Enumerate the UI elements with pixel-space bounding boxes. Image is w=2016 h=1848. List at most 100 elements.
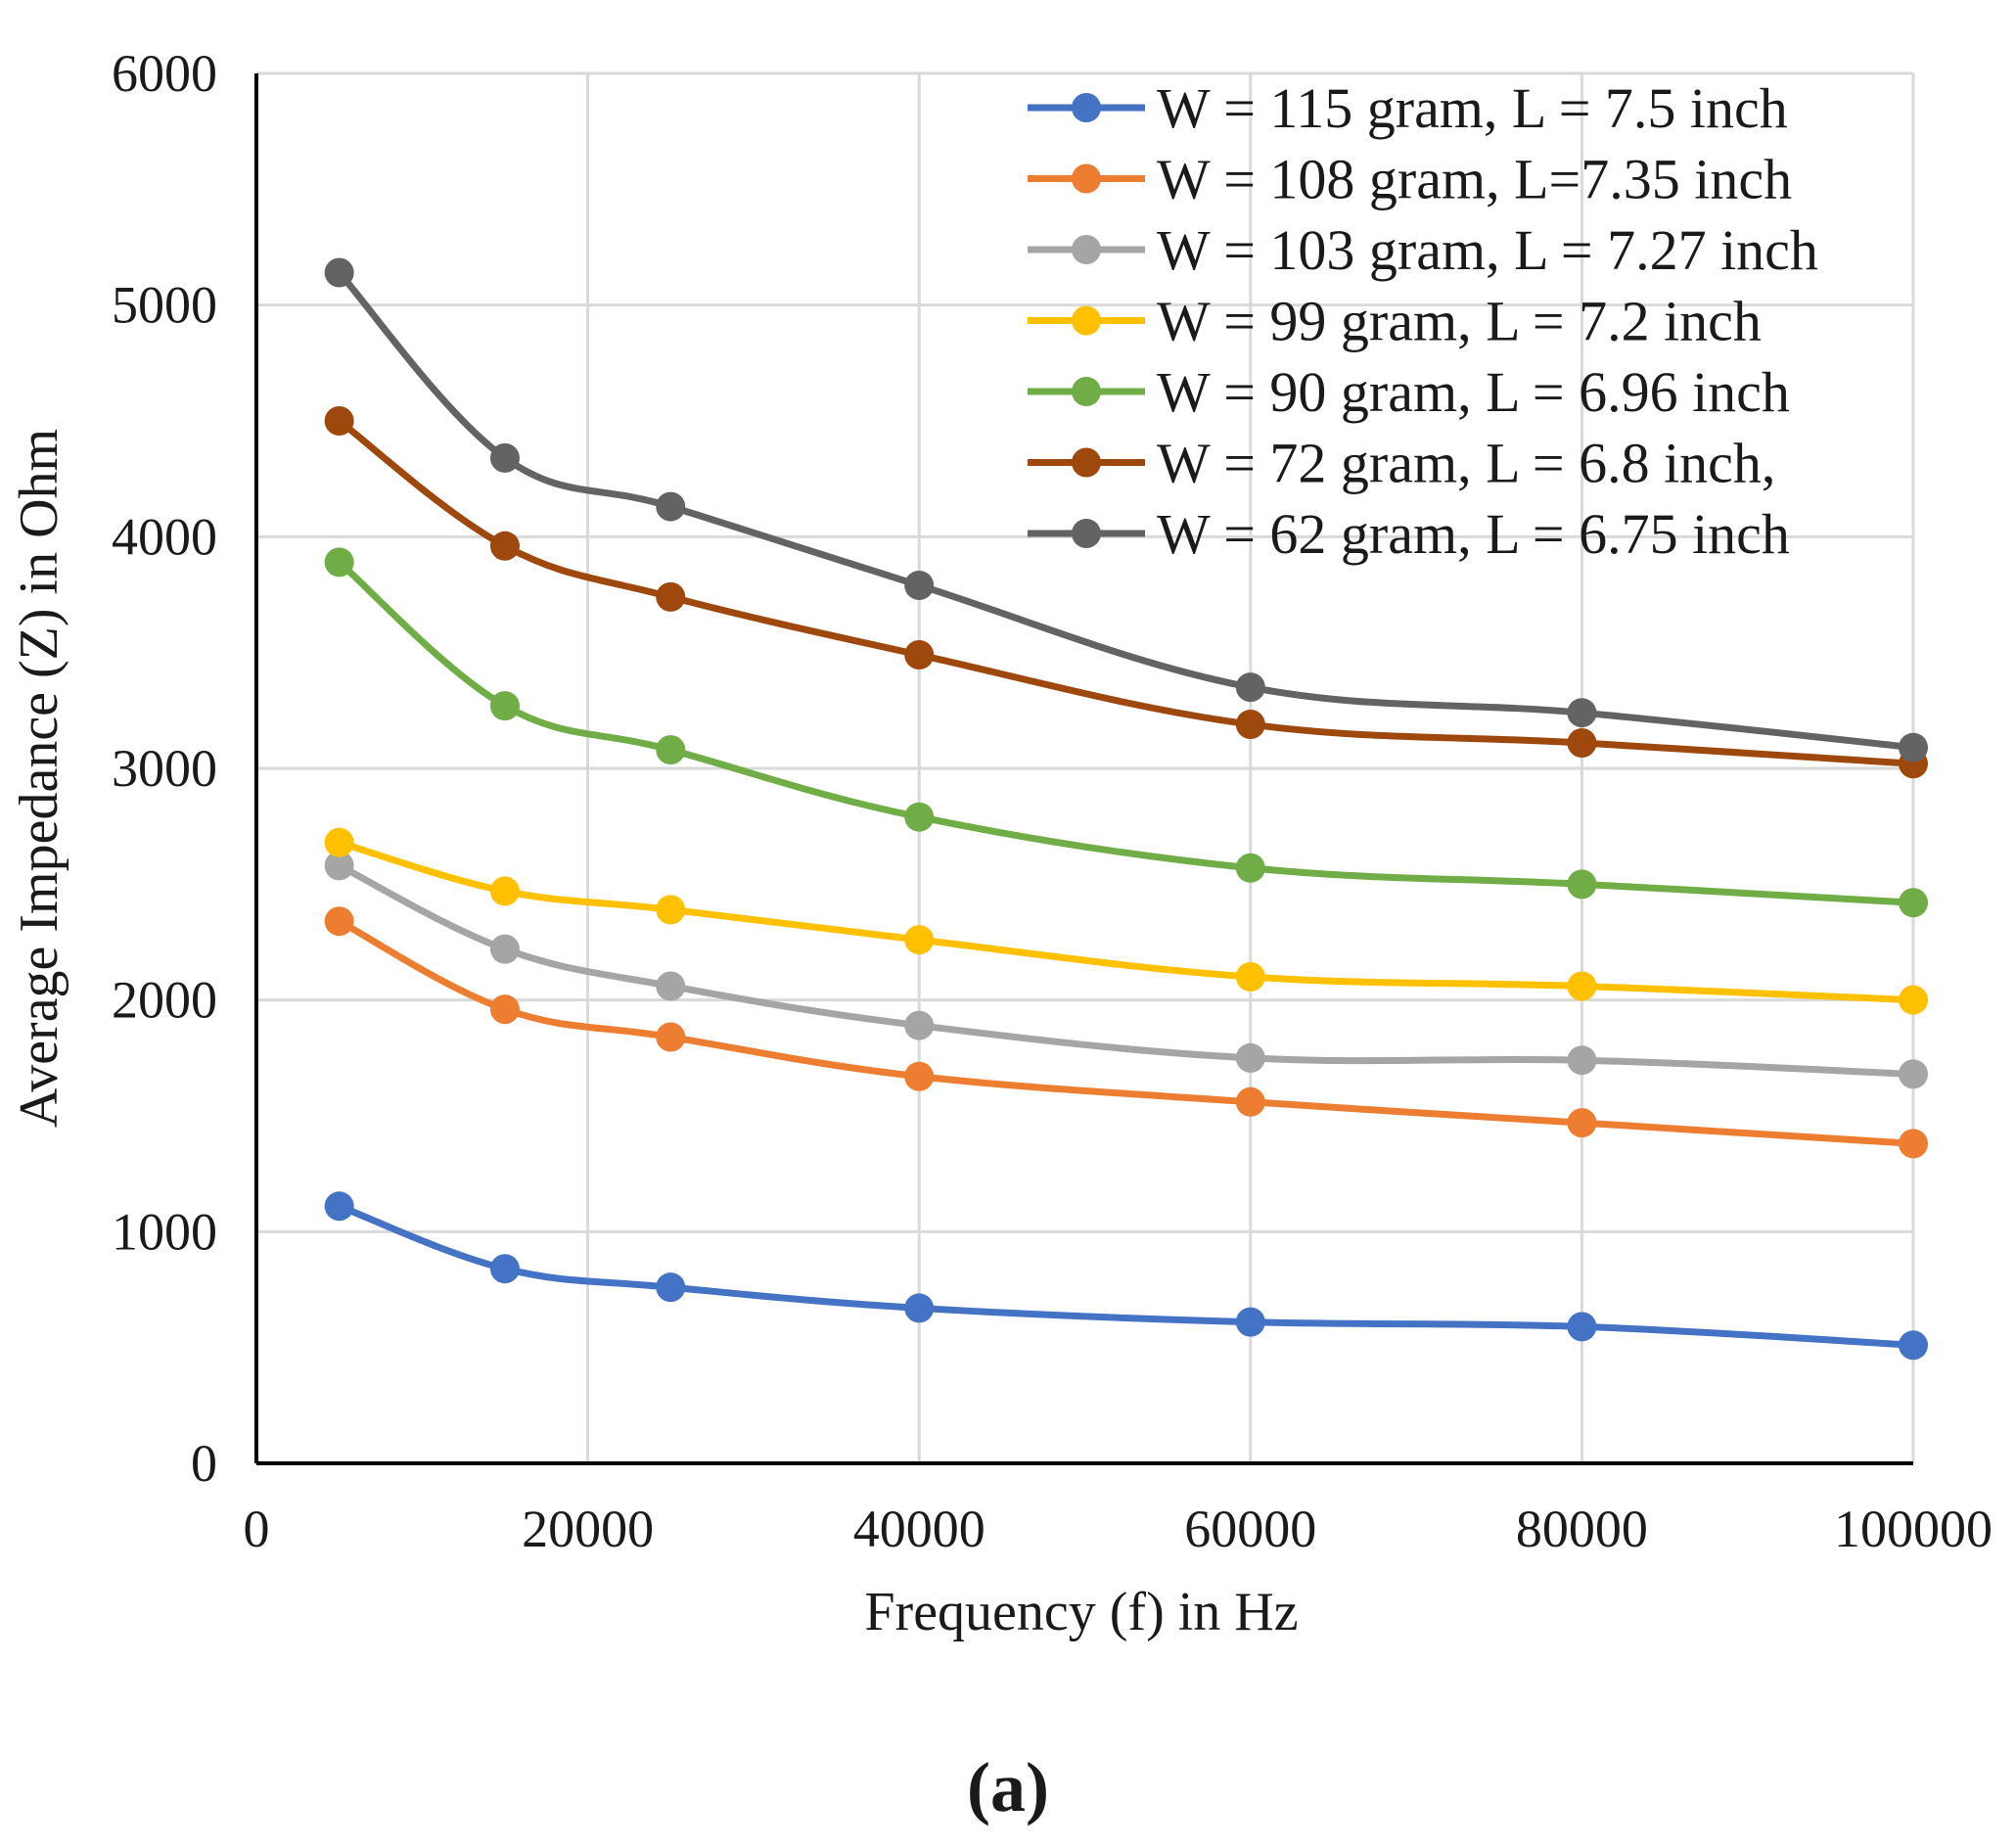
legend-entry: W = 62 gram, L = 6.75 inch xyxy=(1028,502,1790,566)
data-point xyxy=(1235,962,1265,992)
series-line xyxy=(338,918,1914,1147)
legend-label: W = 72 gram, L = 6.8 inch, xyxy=(1157,432,1775,495)
legend-label: W = 108 gram, L=7.35 inch xyxy=(1157,148,1792,211)
x-tick-label: 100000 xyxy=(1834,1500,1993,1558)
data-point xyxy=(904,1061,935,1091)
data-point xyxy=(489,1254,520,1284)
data-point xyxy=(489,934,520,964)
x-tick-label: 40000 xyxy=(853,1500,985,1558)
data-point xyxy=(324,851,354,881)
data-point xyxy=(1235,1307,1265,1337)
data-point xyxy=(489,442,520,473)
data-point xyxy=(1235,853,1265,883)
y-tick-label: 4000 xyxy=(112,507,217,566)
legend-label: W = 115 gram, L = 7.5 inch xyxy=(1157,76,1788,140)
x-tick-label: 20000 xyxy=(522,1500,654,1558)
x-axis-title: Frequency (f) in Hz xyxy=(864,1582,1298,1642)
data-point xyxy=(1235,1042,1265,1073)
tick-labels: 0 20000 40000 60000 80000 100000 0 1000 2000 3000… xyxy=(112,44,1993,1558)
series-7 xyxy=(324,257,1928,762)
data-point xyxy=(656,1272,686,1303)
series-3 xyxy=(324,851,1928,1089)
data-point xyxy=(1899,1059,1928,1089)
y-axis-title: Average Impedance (Z) in Ohm xyxy=(9,429,69,1128)
data-point xyxy=(656,1022,686,1052)
y-tick-label: 6000 xyxy=(112,44,217,103)
series-line xyxy=(337,418,1914,767)
legend-label: W = 103 gram, L = 7.27 inch xyxy=(1157,218,1818,282)
axes xyxy=(254,73,1913,1465)
figure-caption: (a) xyxy=(967,1748,1049,1826)
data-point xyxy=(656,971,686,1001)
legend-swatch-marker xyxy=(1072,235,1101,264)
y-tick-label: 0 xyxy=(191,1434,217,1493)
data-point xyxy=(324,827,354,857)
legend-label: W = 62 gram, L = 6.75 inch xyxy=(1157,502,1790,566)
data-point xyxy=(1899,1129,1928,1159)
data-point xyxy=(1567,869,1597,900)
legend-entry: W = 103 gram, L = 7.27 inch xyxy=(1028,218,1818,282)
data-point xyxy=(656,491,686,522)
data-point xyxy=(1235,672,1265,703)
data-point xyxy=(904,1010,935,1040)
data-point xyxy=(1235,1086,1265,1117)
legend-label: W = 90 gram, L = 6.96 inch xyxy=(1157,360,1790,424)
y-tick-label: 1000 xyxy=(112,1202,217,1261)
series-line xyxy=(337,559,1914,906)
x-tick-label: 0 xyxy=(244,1500,270,1558)
data-point xyxy=(1567,727,1597,758)
legend-label: W = 99 gram, L = 7.2 inch xyxy=(1157,290,1762,353)
data-point xyxy=(904,640,935,670)
data-point xyxy=(489,876,520,906)
data-point xyxy=(1899,732,1928,762)
data-point xyxy=(489,691,520,721)
data-point xyxy=(1567,1045,1597,1076)
series-line xyxy=(338,839,1914,1004)
legend-swatch-marker xyxy=(1072,93,1101,122)
data-point xyxy=(904,802,935,832)
series-1 xyxy=(324,1191,1928,1361)
legend-entry: W = 90 gram, L = 6.96 inch xyxy=(1028,360,1790,424)
series-5 xyxy=(324,547,1928,918)
series-2 xyxy=(324,906,1928,1159)
data-point xyxy=(324,1191,354,1222)
series-4 xyxy=(324,827,1928,1015)
x-tick-label: 80000 xyxy=(1516,1500,1648,1558)
data-point xyxy=(1899,888,1928,918)
legend-entry: W = 115 gram, L = 7.5 inch xyxy=(1028,76,1788,140)
legend-entry: W = 99 gram, L = 7.2 inch xyxy=(1028,290,1762,353)
y-tick-label: 3000 xyxy=(112,739,217,798)
data-point xyxy=(1567,698,1597,728)
data-point xyxy=(324,547,354,578)
legend-swatch-marker xyxy=(1072,447,1101,478)
data-point xyxy=(656,581,686,612)
legend-swatch-marker xyxy=(1072,377,1101,406)
data-point xyxy=(489,531,520,561)
series-line xyxy=(338,862,1914,1078)
legend-swatch-marker xyxy=(1072,519,1101,548)
data-point xyxy=(1235,710,1265,740)
data-point xyxy=(656,895,686,925)
data-point xyxy=(324,906,354,937)
legend-swatch-marker xyxy=(1072,163,1101,194)
data-point xyxy=(1899,985,1928,1015)
series-line xyxy=(338,1203,1914,1349)
data-point xyxy=(324,406,354,436)
legend-swatch-marker xyxy=(1072,305,1101,336)
legend-entry: W = 72 gram, L = 6.8 inch, xyxy=(1028,432,1775,495)
x-tick-label: 60000 xyxy=(1184,1500,1316,1558)
data-series xyxy=(324,257,1928,1361)
data-point xyxy=(1567,971,1597,1001)
data-point xyxy=(324,257,354,288)
data-point xyxy=(1567,1312,1597,1342)
data-point xyxy=(904,925,935,955)
legend: W = 115 gram, L = 7.5 inch W = 108 gram, … xyxy=(1028,76,1818,566)
data-point xyxy=(1567,1108,1597,1138)
y-tick-label: 5000 xyxy=(112,276,217,335)
data-point xyxy=(656,735,686,765)
data-point xyxy=(904,571,935,601)
data-point xyxy=(489,994,520,1025)
data-point xyxy=(1899,1330,1928,1361)
data-point xyxy=(904,1293,935,1323)
